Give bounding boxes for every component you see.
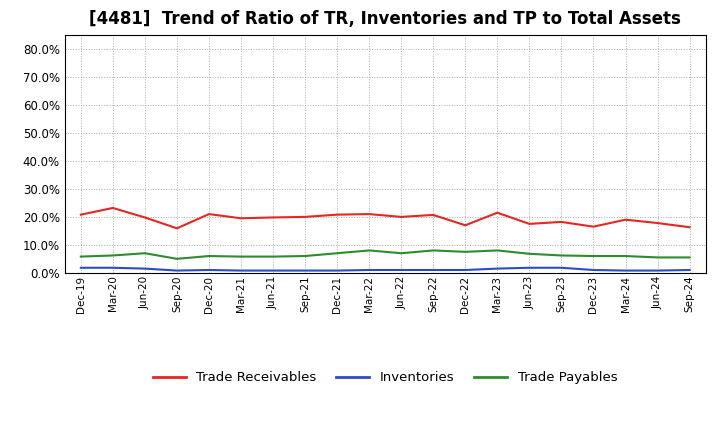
Trade Receivables	[237, 216, 246, 221]
Trade Payables	[109, 253, 117, 258]
Inventories	[525, 265, 534, 271]
Trade Receivables	[493, 210, 502, 215]
Trade Receivables	[685, 224, 694, 230]
Line: Trade Receivables: Trade Receivables	[81, 208, 690, 228]
Inventories	[333, 268, 341, 273]
Trade Receivables	[140, 215, 149, 220]
Inventories	[269, 268, 277, 273]
Trade Payables	[237, 254, 246, 259]
Trade Payables	[493, 248, 502, 253]
Trade Receivables	[525, 221, 534, 227]
Trade Payables	[76, 254, 85, 259]
Trade Payables	[333, 251, 341, 256]
Trade Receivables	[461, 223, 469, 228]
Inventories	[109, 265, 117, 271]
Title: [4481]  Trend of Ratio of TR, Inventories and TP to Total Assets: [4481] Trend of Ratio of TR, Inventories…	[89, 10, 681, 28]
Trade Receivables	[397, 214, 405, 220]
Trade Payables	[557, 253, 566, 258]
Trade Payables	[301, 253, 310, 259]
Trade Receivables	[365, 212, 374, 217]
Trade Payables	[269, 254, 277, 259]
Inventories	[237, 268, 246, 273]
Inventories	[397, 268, 405, 273]
Inventories	[365, 268, 374, 273]
Trade Receivables	[269, 215, 277, 220]
Trade Payables	[685, 255, 694, 260]
Inventories	[76, 265, 85, 271]
Trade Receivables	[429, 212, 438, 217]
Inventories	[461, 268, 469, 273]
Inventories	[429, 268, 438, 273]
Inventories	[653, 268, 662, 273]
Inventories	[493, 266, 502, 271]
Trade Receivables	[557, 219, 566, 224]
Trade Payables	[653, 255, 662, 260]
Trade Receivables	[109, 205, 117, 211]
Inventories	[204, 268, 213, 273]
Trade Payables	[589, 253, 598, 259]
Inventories	[557, 265, 566, 271]
Line: Inventories: Inventories	[81, 268, 690, 271]
Trade Payables	[525, 251, 534, 257]
Inventories	[140, 266, 149, 271]
Trade Receivables	[621, 217, 630, 222]
Trade Receivables	[333, 212, 341, 217]
Trade Receivables	[204, 212, 213, 217]
Trade Payables	[204, 253, 213, 259]
Inventories	[621, 268, 630, 273]
Trade Receivables	[301, 214, 310, 220]
Inventories	[173, 268, 181, 273]
Trade Payables	[397, 251, 405, 256]
Trade Receivables	[589, 224, 598, 229]
Trade Payables	[365, 248, 374, 253]
Inventories	[685, 268, 694, 273]
Trade Payables	[621, 253, 630, 259]
Trade Payables	[429, 248, 438, 253]
Inventories	[589, 268, 598, 273]
Trade Payables	[140, 251, 149, 256]
Line: Trade Payables: Trade Payables	[81, 250, 690, 259]
Inventories	[301, 268, 310, 273]
Trade Payables	[461, 249, 469, 254]
Trade Payables	[173, 256, 181, 261]
Trade Receivables	[653, 220, 662, 226]
Legend: Trade Receivables, Inventories, Trade Payables: Trade Receivables, Inventories, Trade Pa…	[148, 366, 623, 390]
Trade Receivables	[76, 212, 85, 217]
Trade Receivables	[173, 226, 181, 231]
